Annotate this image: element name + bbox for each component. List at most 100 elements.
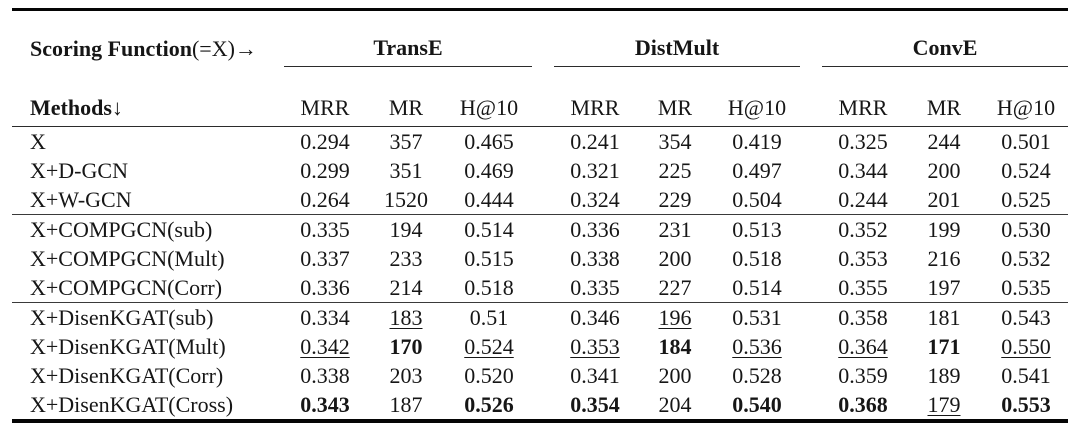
metric-header-h10: H@10 <box>446 66 532 127</box>
table-row: X+COMPGCN(Corr) 0.336 214 0.518 0.335 227 0.51… <box>12 273 1068 303</box>
metric-value: 0.514 <box>732 274 782 300</box>
metric-cell: 0.336 <box>554 214 636 244</box>
metric-value: 0.540 <box>732 391 782 417</box>
metric-cell: 0.341 <box>554 361 636 390</box>
metric-value: 200 <box>927 157 961 183</box>
metric-cell: 214 <box>366 273 446 303</box>
metric-cell: 0.444 <box>446 185 532 215</box>
metric-header-mrr: MRR <box>822 66 904 127</box>
metric-value: 0.526 <box>464 391 514 417</box>
metric-value: 0.335 <box>300 216 350 242</box>
metric-cell: 0.553 <box>984 390 1068 421</box>
metric-cell: 0.353 <box>554 332 636 361</box>
column-gap <box>532 332 554 361</box>
metric-cell: 0.528 <box>714 361 800 390</box>
table-row: X+COMPGCN(sub) 0.335 194 0.514 0.336 231 0.513… <box>12 214 1069 244</box>
metric-value: 0.264 <box>300 186 350 212</box>
metric-value: 0.342 <box>300 333 350 359</box>
metric-value: 0.335 <box>570 274 620 300</box>
metric-value: 196 <box>658 304 692 330</box>
metric-cell: 201 <box>904 185 984 215</box>
metric-value: 0.536 <box>732 333 782 359</box>
metric-value: 0.518 <box>732 245 782 271</box>
table-row: X+DisenKGAT(Mult) 0.342 170 0.524 0.353 184 0.… <box>12 332 1068 361</box>
metric-value: 0.518 <box>464 274 514 300</box>
metric-cell: 0.335 <box>284 214 366 244</box>
column-gap <box>532 66 554 127</box>
metric-cell: 171 <box>904 332 984 361</box>
group-header-distmult: DistMult <box>554 9 800 67</box>
metric-value: 0.550 <box>1001 333 1051 359</box>
methods-header: Methods↓ <box>12 66 284 127</box>
column-gap <box>800 214 822 244</box>
metric-cell: 0.294 <box>284 127 366 157</box>
metric-value: 0.344 <box>838 157 888 183</box>
metric-value: 0.241 <box>570 128 620 154</box>
metric-value: 0.532 <box>1001 245 1051 271</box>
column-gap <box>800 332 822 361</box>
metric-cell: 0.358 <box>822 302 904 332</box>
metric-cell: 0.501 <box>984 127 1068 157</box>
metric-cell: 0.244 <box>822 185 904 215</box>
metric-value: 357 <box>389 128 423 154</box>
metric-cell: 0.540 <box>714 390 800 421</box>
metric-cell: 0.518 <box>446 273 532 303</box>
methods-suffix: ↓ <box>111 95 123 120</box>
metric-value: 0.51 <box>469 304 509 330</box>
metric-value: 0.353 <box>838 245 888 271</box>
metric-value: 0.528 <box>732 362 782 388</box>
metric-value: 201 <box>927 186 961 212</box>
metric-cell: 0.513 <box>714 214 800 244</box>
column-gap <box>800 66 822 127</box>
metric-cell: 200 <box>636 361 714 390</box>
metric-cell: 187 <box>366 390 446 421</box>
metric-value: 0.530 <box>1001 216 1051 242</box>
metric-cell: 0.359 <box>822 361 904 390</box>
metric-header-mr: MR <box>366 66 446 127</box>
metric-value: 0.321 <box>570 157 620 183</box>
metric-cell: 0.532 <box>984 244 1068 273</box>
column-gap <box>532 244 554 273</box>
column-gap <box>532 156 554 185</box>
metric-cell: 200 <box>636 244 714 273</box>
metric-value: 0.419 <box>732 128 782 154</box>
metric-cell: 0.530 <box>984 214 1069 244</box>
column-gap <box>800 390 822 421</box>
metric-cell: 0.321 <box>554 156 636 185</box>
metric-value: 171 <box>927 333 961 359</box>
metric-cell: 0.335 <box>554 273 636 303</box>
metric-cell: 0.346 <box>554 302 636 332</box>
metric-cell: 229 <box>636 185 714 215</box>
metric-value: 0.465 <box>464 128 514 154</box>
metric-cell: 183 <box>366 302 446 332</box>
metric-cell: 179 <box>904 390 984 421</box>
column-gap <box>800 361 822 390</box>
metric-cell: 0.515 <box>446 244 532 273</box>
metric-value: 0.524 <box>464 333 514 359</box>
metric-value: 0.368 <box>838 391 888 417</box>
metric-value: 0.513 <box>732 216 782 242</box>
table-row: X 0.294 357 0.465 0.241 354 0.419 0.325 244 0.501 <box>12 127 1068 157</box>
metric-cell: 0.524 <box>984 156 1068 185</box>
metric-value: 179 <box>927 391 961 417</box>
metric-cell: 354 <box>636 127 714 157</box>
metric-value: 229 <box>658 186 692 212</box>
metric-value: 0.520 <box>464 362 514 388</box>
metric-value: 200 <box>658 245 692 271</box>
metric-cell: 0.51 <box>446 302 532 332</box>
metric-cell: 0.338 <box>284 361 366 390</box>
group-header-row: Scoring Function(=X)→ TransE DistMult Co… <box>12 9 1069 67</box>
metric-value: 0.525 <box>1001 186 1051 212</box>
scoring-function-label: Scoring Function <box>30 35 192 61</box>
metric-cell: 203 <box>366 361 446 390</box>
metric-value: 183 <box>389 304 423 330</box>
metric-cell: 0.504 <box>714 185 800 215</box>
metric-value: 0.553 <box>1001 391 1051 417</box>
metric-header-mrr: MRR <box>554 66 636 127</box>
method-cell: X+COMPGCN(sub) <box>12 214 284 244</box>
metric-cell: 199 <box>904 214 984 244</box>
metric-cell: 0.520 <box>446 361 532 390</box>
column-gap <box>800 273 822 303</box>
metric-cell: 0.531 <box>714 302 800 332</box>
scoring-function-header: Scoring Function(=X)→ <box>12 10 284 67</box>
